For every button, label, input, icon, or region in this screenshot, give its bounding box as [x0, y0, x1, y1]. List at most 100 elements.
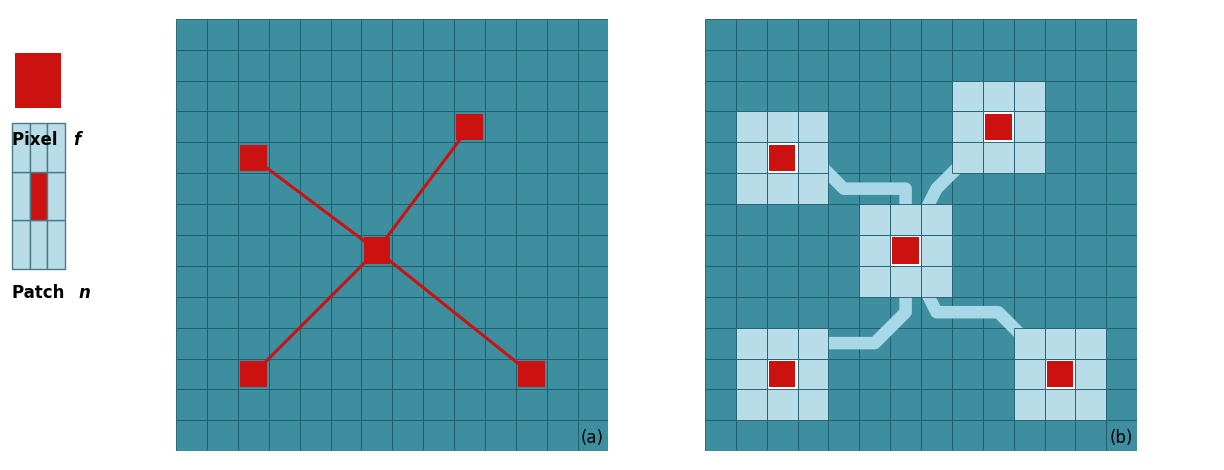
Bar — [269, 297, 300, 328]
Bar — [547, 204, 578, 235]
Bar — [176, 420, 207, 451]
Bar — [890, 390, 920, 420]
Bar — [920, 173, 952, 204]
Bar — [515, 328, 547, 359]
Bar — [736, 173, 766, 204]
Bar — [920, 50, 952, 80]
Bar — [920, 297, 952, 328]
Bar — [890, 204, 920, 235]
Bar — [766, 80, 798, 111]
Bar — [578, 390, 608, 420]
Bar — [392, 266, 424, 297]
Bar — [705, 173, 736, 204]
Bar — [361, 297, 392, 328]
Bar — [454, 111, 485, 142]
Bar — [952, 50, 983, 80]
Bar — [983, 297, 1013, 328]
Bar — [736, 142, 766, 173]
Bar — [1044, 204, 1076, 235]
Bar — [890, 235, 920, 266]
Bar — [1076, 235, 1106, 266]
Bar — [454, 173, 485, 204]
Bar — [207, 80, 237, 111]
Bar — [920, 420, 952, 451]
Bar — [454, 390, 485, 420]
Bar — [237, 420, 269, 451]
Bar — [1044, 173, 1076, 204]
Bar — [890, 80, 920, 111]
Bar — [1076, 328, 1106, 359]
Bar — [392, 390, 424, 420]
Bar — [798, 173, 829, 204]
Bar — [1044, 359, 1076, 390]
Bar — [1013, 142, 1044, 173]
Bar — [454, 204, 485, 235]
Bar — [736, 328, 766, 359]
Bar — [176, 266, 207, 297]
Bar — [1013, 420, 1044, 451]
Bar — [237, 390, 269, 420]
Bar — [330, 266, 361, 297]
Bar — [515, 420, 547, 451]
Bar — [859, 173, 890, 204]
Bar — [240, 144, 267, 171]
Bar — [766, 173, 798, 204]
Bar — [392, 420, 424, 451]
Bar — [798, 390, 829, 420]
Bar — [424, 173, 454, 204]
Bar — [798, 420, 829, 451]
Bar — [1044, 359, 1076, 390]
Bar — [1013, 111, 1044, 142]
Bar — [1013, 390, 1044, 420]
Bar — [798, 173, 829, 204]
Bar — [176, 297, 207, 328]
Bar — [392, 50, 424, 80]
Bar — [424, 50, 454, 80]
Bar — [485, 111, 515, 142]
Bar — [1076, 359, 1106, 390]
Bar — [829, 19, 859, 50]
Bar — [859, 50, 890, 80]
Bar — [237, 19, 269, 50]
Bar — [515, 173, 547, 204]
Bar — [1044, 111, 1076, 142]
Bar — [952, 204, 983, 235]
Bar — [952, 359, 983, 390]
Bar — [454, 50, 485, 80]
Bar — [1106, 328, 1137, 359]
Bar — [705, 204, 736, 235]
Bar — [766, 359, 798, 390]
Bar — [766, 390, 798, 420]
Bar — [12, 220, 29, 269]
Bar — [736, 111, 766, 142]
Bar — [361, 390, 392, 420]
Bar — [859, 111, 890, 142]
Text: f: f — [73, 131, 81, 149]
Bar — [1013, 266, 1044, 297]
Bar — [485, 297, 515, 328]
Bar — [736, 359, 766, 390]
Bar — [952, 297, 983, 328]
Bar — [829, 80, 859, 111]
Bar — [578, 297, 608, 328]
Bar — [829, 390, 859, 420]
Bar — [547, 297, 578, 328]
Bar — [983, 235, 1013, 266]
Bar — [1013, 19, 1044, 50]
Bar — [330, 142, 361, 173]
Bar — [485, 204, 515, 235]
Bar — [890, 328, 920, 359]
Bar — [829, 111, 859, 142]
Bar — [829, 235, 859, 266]
Bar — [454, 235, 485, 266]
Bar — [1013, 328, 1044, 359]
Bar — [207, 19, 237, 50]
Bar — [920, 266, 952, 297]
Bar — [454, 266, 485, 297]
Bar — [485, 359, 515, 390]
Bar — [1044, 19, 1076, 50]
Bar — [736, 328, 766, 359]
Bar — [485, 142, 515, 173]
Bar — [1013, 80, 1044, 111]
Bar — [736, 266, 766, 297]
